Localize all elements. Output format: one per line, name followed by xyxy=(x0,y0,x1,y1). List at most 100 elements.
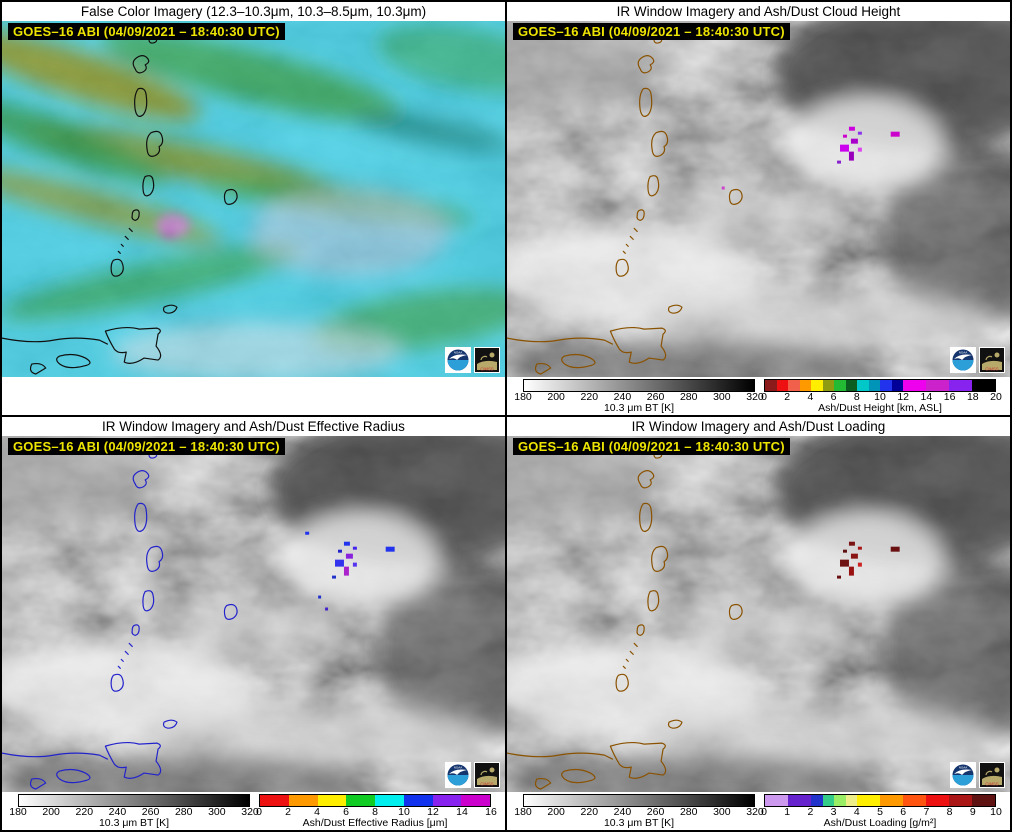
colorbar-tick-label: 9 xyxy=(969,806,976,818)
satellite-scene xyxy=(507,436,1010,792)
colorbar-tick-label: 6 xyxy=(900,806,907,818)
colorbar-tick-label: 320 xyxy=(746,806,764,818)
svg-text:CIMSS: CIMSS xyxy=(985,367,998,372)
colorbar-ticks: 0 2 4 6 8 10 12 14 16 18 20 xyxy=(761,391,1002,403)
cimss-logo: CIMSS xyxy=(474,762,500,788)
panel-ash-cloud-height: IR Window Imagery and Ash/Dust Cloud Hei… xyxy=(506,1,1011,416)
colorbar-tick-label: 0 xyxy=(761,806,767,818)
colorbar-tick-label: 6 xyxy=(343,806,349,818)
colorbar-bar xyxy=(259,794,491,807)
timestamp-label: GOES–16 ABI (04/09/2021 – 18:40:30 UTC) xyxy=(8,23,285,40)
cimss-logo: CIMSS xyxy=(474,347,500,373)
colorbar-tick-label: 280 xyxy=(174,806,193,818)
colorbar-ticks: 180 200 220 240 260 280 300 320 xyxy=(514,806,764,818)
colorbar-tick-label: 4 xyxy=(314,806,320,818)
colorbar-tick-label: 6 xyxy=(830,391,837,403)
colorbar-tick-label: 5 xyxy=(877,806,883,818)
colorbar-tick-label: 220 xyxy=(580,391,599,403)
colorbar-tick-label: 2 xyxy=(807,806,814,818)
svg-text:CIMSS: CIMSS xyxy=(480,367,493,372)
ash-retrieval-pixels xyxy=(305,531,395,611)
colorbar-bar xyxy=(764,794,996,807)
colorbar-ash-loading: 0 1 2 3 4 5 6 7 8 9 10 Ash/Dust Loading [g/m²] xyxy=(761,794,1002,829)
colorbar-tick-label: 16 xyxy=(943,391,956,403)
colorbar-tick-label: 280 xyxy=(679,391,698,403)
panel-title: IR Window Imagery and Ash/Dust Loading xyxy=(631,419,886,434)
colorbar-tick-label: 0 xyxy=(761,391,767,403)
logo-group: NOAA CIMSS xyxy=(445,347,500,373)
colorbar-tick-label: 18 xyxy=(966,391,979,403)
colorbar-caption: 10.3 μm BT [K] xyxy=(603,817,675,829)
colorbar-ash-height: 0 2 4 6 8 10 12 14 16 18 20 Ash/Dust Height [km, AS… xyxy=(761,379,1002,414)
colorbar-caption: Ash/Dust Loading [g/m²] xyxy=(823,817,937,829)
colorbar-ticks: 180 200 220 240 260 280 300 320 xyxy=(9,806,259,818)
satellite-scene xyxy=(507,21,1010,377)
colorbar-tick-label: 3 xyxy=(830,806,837,818)
panel-false-color: False Color Imagery (12.3–10.3μm, 10.3–8… xyxy=(1,1,506,416)
timestamp-label: GOES–16 ABI (04/09/2021 – 18:40:30 UTC) xyxy=(8,438,285,455)
colorbar-tick-label: 16 xyxy=(485,806,497,818)
colorbar-tick-label: 1 xyxy=(784,806,791,818)
svg-text:CIMSS: CIMSS xyxy=(480,782,493,787)
colorbar-bar xyxy=(523,794,755,807)
colorbar-tick-label: 260 xyxy=(646,391,665,403)
colorbar-tick-label: 20 xyxy=(990,391,1002,403)
logo-group: NOAA CIMSS xyxy=(950,347,1005,373)
colorbar-tick-label: 0 xyxy=(256,806,262,818)
colorbar-tick-label: 240 xyxy=(613,806,632,818)
colorbar-tick-label: 200 xyxy=(547,391,565,403)
panel-ash-effective-radius: IR Window Imagery and Ash/Dust Effective… xyxy=(1,416,506,831)
cimss-logo: CIMSS xyxy=(979,347,1005,373)
colorbar-tick-label: 10 xyxy=(398,806,410,818)
colorbar-brightness-temp: 180 200 220 240 260 280 300 320 10.3 μm BT [K] xyxy=(514,379,764,414)
timestamp-label: GOES–16 ABI (04/09/2021 – 18:40:30 UTC) xyxy=(513,23,790,40)
colorbar-tick-label: 300 xyxy=(208,806,226,818)
colorbar-tick-label: 180 xyxy=(9,806,27,818)
colorbar-tick-label: 2 xyxy=(285,806,291,818)
ir-imagery: GOES–16 ABI (04/09/2021 – 18:40:30 UTC) … xyxy=(507,21,1010,377)
colorbar-tick-label: 320 xyxy=(746,391,764,403)
noaa-logo: NOAA xyxy=(950,347,976,373)
colorbar-tick-label: 8 xyxy=(946,806,953,818)
colorbar-tick-label: 8 xyxy=(372,806,378,818)
colorbar-caption: Ash/Dust Height [km, ASL] xyxy=(818,402,942,414)
colorbar-bar xyxy=(523,379,755,392)
logo-group: NOAA CIMSS xyxy=(950,762,1005,788)
colorbar-tick-label: 14 xyxy=(920,391,933,403)
colorbar-tick-label: 4 xyxy=(853,806,860,818)
colorbar-tick-label: 240 xyxy=(613,391,632,403)
logo-group: NOAA CIMSS xyxy=(445,762,500,788)
colorbar-bar xyxy=(18,794,250,807)
colorbar-ash-radius: 0 2 4 6 8 10 12 14 16 Ash/Dust Effective Radius [… xyxy=(256,794,497,829)
colorbar-tick-label: 14 xyxy=(456,806,468,818)
colorbar-caption: Ash/Dust Effective Radius [μm] xyxy=(302,817,448,829)
colorbar-band: 180 200 220 240 260 280 300 320 10.3 μm BT [K] 0… xyxy=(507,792,1010,829)
svg-text:CIMSS: CIMSS xyxy=(985,782,998,787)
colorbar-tick-label: 280 xyxy=(679,806,698,818)
panel-title: IR Window Imagery and Ash/Dust Cloud Hei… xyxy=(616,4,901,19)
colorbar-tick-label: 240 xyxy=(108,806,127,818)
noaa-logo: NOAA xyxy=(950,762,976,788)
colorbar-caption: 10.3 μm BT [K] xyxy=(98,817,170,829)
colorbar-tick-label: 12 xyxy=(897,391,910,403)
panel-title: IR Window Imagery and Ash/Dust Effective… xyxy=(102,419,405,434)
false-color-imagery: GOES–16 ABI (04/09/2021 – 18:40:30 UTC) … xyxy=(2,21,505,377)
svg-text:NOAA: NOAA xyxy=(959,766,968,770)
colorbar-tick-label: 220 xyxy=(75,806,94,818)
satellite-scene xyxy=(2,436,505,792)
colorbar-tick-label: 300 xyxy=(713,806,731,818)
colorbar-ticks: 0 1 2 3 4 5 6 7 8 9 10 xyxy=(761,806,1002,818)
colorbar-tick-label: 260 xyxy=(141,806,160,818)
colorbar-tick-label: 12 xyxy=(427,806,439,818)
satellite-scene xyxy=(2,21,505,377)
noaa-logo: NOAA xyxy=(445,762,471,788)
colorbar-tick-label: 180 xyxy=(514,806,532,818)
cimss-logo: CIMSS xyxy=(979,762,1005,788)
panel-title: False Color Imagery (12.3–10.3μm, 10.3–8… xyxy=(80,4,427,19)
colorbar-tick-label: 200 xyxy=(42,806,60,818)
colorbar-brightness-temp: 180 200 220 240 260 280 300 320 10.3 μm BT [K] xyxy=(9,794,259,829)
colorbar-tick-label: 200 xyxy=(547,806,565,818)
ash-retrieval-pixels xyxy=(837,541,900,579)
ir-imagery: GOES–16 ABI (04/09/2021 – 18:40:30 UTC) … xyxy=(2,436,505,792)
